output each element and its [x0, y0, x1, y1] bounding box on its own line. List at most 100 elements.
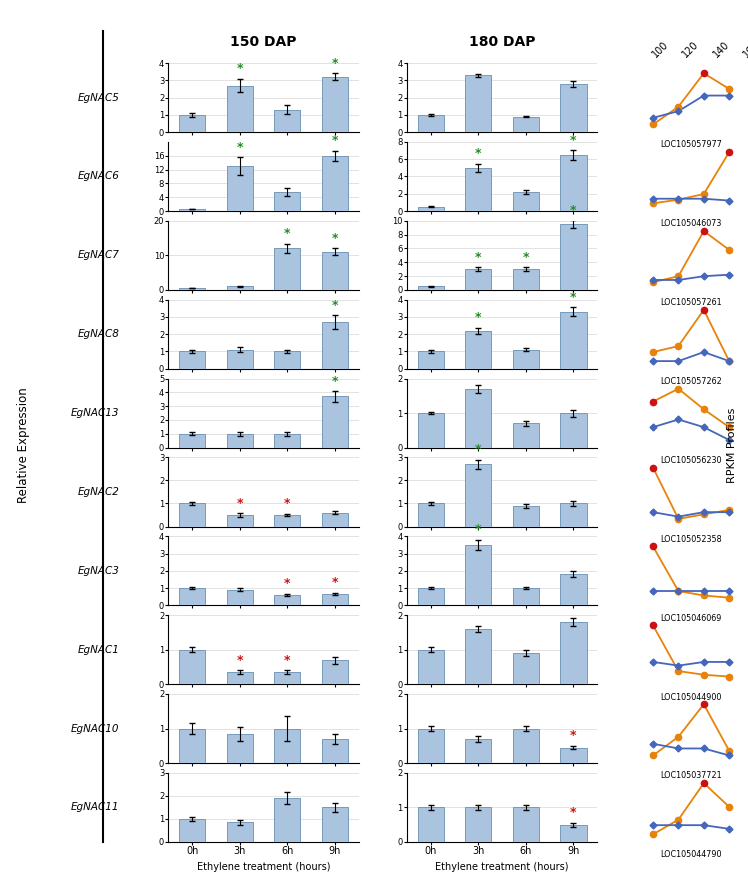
Bar: [513, 350, 539, 369]
Bar: [322, 807, 348, 842]
Bar: [275, 798, 301, 842]
Bar: [513, 269, 539, 290]
Bar: [417, 413, 444, 447]
Bar: [513, 588, 539, 605]
Text: *: *: [570, 204, 577, 217]
Text: *: *: [570, 134, 577, 147]
Bar: [560, 84, 586, 132]
Bar: [465, 269, 491, 290]
Text: *: *: [236, 62, 243, 75]
Bar: [322, 739, 348, 763]
Bar: [227, 350, 253, 369]
Bar: [417, 503, 444, 527]
Text: *: *: [332, 374, 338, 388]
Text: 160: 160: [741, 39, 748, 60]
Text: *: *: [236, 654, 243, 667]
Text: EgNAC11: EgNAC11: [71, 803, 119, 813]
Bar: [275, 110, 301, 132]
Text: *: *: [475, 311, 482, 324]
Bar: [465, 464, 491, 527]
Text: *: *: [332, 134, 338, 147]
Bar: [513, 423, 539, 447]
Text: EgNAC8: EgNAC8: [77, 329, 119, 339]
Bar: [322, 396, 348, 447]
X-axis label: Ethylene treatment (hours): Ethylene treatment (hours): [435, 862, 568, 871]
Bar: [179, 503, 205, 527]
Bar: [513, 192, 539, 211]
Bar: [513, 506, 539, 527]
Text: *: *: [284, 577, 291, 591]
Bar: [322, 77, 348, 132]
Text: *: *: [570, 291, 577, 304]
Text: *: *: [236, 497, 243, 510]
Bar: [179, 819, 205, 842]
Text: *: *: [284, 227, 291, 241]
Text: LOC105052358: LOC105052358: [660, 535, 722, 544]
Text: RPKM Profiles: RPKM Profiles: [726, 408, 737, 483]
Bar: [465, 75, 491, 132]
Text: LOC105046069: LOC105046069: [660, 614, 722, 623]
Text: *: *: [332, 576, 338, 590]
Text: LOC105044900: LOC105044900: [660, 692, 722, 701]
Bar: [417, 351, 444, 369]
Text: *: *: [570, 806, 577, 819]
Bar: [275, 515, 301, 527]
Bar: [227, 672, 253, 684]
Bar: [179, 351, 205, 369]
Text: *: *: [332, 57, 338, 70]
Bar: [417, 588, 444, 605]
Text: LOC105057261: LOC105057261: [660, 298, 722, 307]
Text: EgNAC2: EgNAC2: [77, 487, 119, 497]
Bar: [322, 156, 348, 211]
Bar: [560, 413, 586, 447]
Text: *: *: [284, 654, 291, 667]
Bar: [560, 155, 586, 211]
Bar: [513, 807, 539, 842]
Text: EgNAC3: EgNAC3: [77, 566, 119, 576]
Text: LOC105057262: LOC105057262: [660, 377, 722, 386]
Bar: [179, 729, 205, 763]
Bar: [417, 729, 444, 763]
Bar: [513, 117, 539, 132]
Text: LOC105057977: LOC105057977: [660, 141, 722, 150]
Bar: [227, 287, 253, 290]
Text: EgNAC1: EgNAC1: [77, 645, 119, 655]
Bar: [417, 650, 444, 684]
Text: EgNAC10: EgNAC10: [71, 723, 119, 733]
Bar: [560, 748, 586, 763]
Bar: [322, 660, 348, 684]
Bar: [465, 388, 491, 447]
Bar: [560, 225, 586, 290]
Text: 180 DAP: 180 DAP: [469, 36, 536, 49]
Bar: [275, 351, 301, 369]
Bar: [560, 825, 586, 842]
Bar: [322, 512, 348, 527]
Bar: [227, 515, 253, 527]
Bar: [179, 588, 205, 605]
Bar: [179, 434, 205, 447]
Bar: [227, 822, 253, 842]
Text: 100: 100: [650, 39, 670, 60]
Bar: [465, 331, 491, 369]
Bar: [227, 86, 253, 132]
Bar: [227, 590, 253, 605]
Bar: [560, 575, 586, 605]
Bar: [417, 207, 444, 211]
Bar: [227, 434, 253, 447]
Text: EgNAC13: EgNAC13: [71, 408, 119, 418]
Text: EgNAC6: EgNAC6: [77, 171, 119, 182]
Bar: [179, 650, 205, 684]
Bar: [417, 115, 444, 132]
Bar: [322, 594, 348, 605]
Bar: [275, 595, 301, 605]
Text: 150 DAP: 150 DAP: [230, 36, 297, 49]
Bar: [465, 168, 491, 211]
Bar: [560, 312, 586, 369]
Text: 140: 140: [711, 39, 731, 60]
Text: LOC105056230: LOC105056230: [660, 456, 722, 465]
Bar: [513, 653, 539, 684]
Bar: [417, 287, 444, 290]
Text: *: *: [236, 141, 243, 154]
Bar: [227, 734, 253, 763]
Bar: [465, 807, 491, 842]
